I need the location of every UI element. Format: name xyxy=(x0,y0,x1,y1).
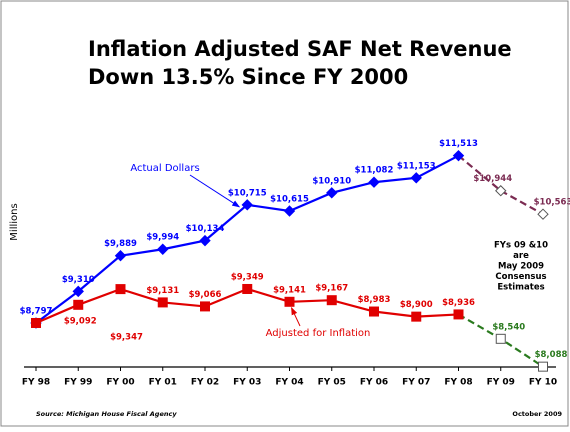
point xyxy=(157,243,169,255)
point xyxy=(284,296,295,307)
data-label: $11,082 xyxy=(355,166,394,176)
x-tick-label: FY 01 xyxy=(149,378,177,388)
source: Source: Michigan House Fiscal Agency xyxy=(36,410,177,418)
x-tick-label: FY 05 xyxy=(318,378,346,388)
date: October 2009 xyxy=(512,410,562,418)
x-tick-label: FY 04 xyxy=(275,378,303,388)
data-label: $9,066 xyxy=(189,290,222,300)
data-label: $9,310 xyxy=(62,275,95,285)
point xyxy=(31,317,41,328)
data-label: $10,134 xyxy=(186,224,225,234)
x-tick-label: FY 08 xyxy=(444,378,472,388)
data-label: $9,349 xyxy=(231,272,264,282)
data-label: $11,153 xyxy=(397,161,436,171)
arrow xyxy=(189,174,241,208)
chart-title: Down 13.5% Since FY 2000 xyxy=(88,65,408,89)
series-name: Adjusted for Inflation xyxy=(266,328,371,339)
point xyxy=(115,284,126,295)
point xyxy=(157,297,168,308)
point xyxy=(326,295,337,306)
point xyxy=(368,176,380,188)
point xyxy=(199,234,211,247)
x-tick-label: FY 06 xyxy=(360,378,388,388)
x-tick-label: FY 07 xyxy=(402,378,430,388)
x-tick-label: FY 02 xyxy=(191,378,219,388)
data-label: $8,797 xyxy=(20,306,53,316)
data-label: $10,563 xyxy=(534,198,570,208)
x-tick-label: FY 00 xyxy=(106,378,134,388)
data-label: $9,167 xyxy=(315,284,348,294)
point xyxy=(114,250,127,262)
x-tick-label: FY 10 xyxy=(529,378,557,388)
x-tick-label: FY 99 xyxy=(64,378,92,388)
point xyxy=(242,283,253,294)
point xyxy=(283,205,296,217)
data-label: $8,936 xyxy=(442,298,475,308)
data-label: $8,088 xyxy=(535,350,568,360)
point xyxy=(410,172,422,184)
data-label: $8,900 xyxy=(400,300,433,310)
series-name: Actual Dollars xyxy=(130,163,199,174)
x-tick-label: FY 03 xyxy=(233,378,261,388)
point xyxy=(495,333,506,344)
x-tick-label: FY 98 xyxy=(22,378,50,388)
data-label: $9,347 xyxy=(110,333,143,343)
data-label: $8,540 xyxy=(492,322,525,332)
data-label: $10,715 xyxy=(228,188,267,198)
chart-title: Inflation Adjusted SAF Net Revenue xyxy=(88,37,512,61)
y-axis-label: Millions xyxy=(9,203,20,240)
annotation: FYs 09 &10 xyxy=(494,241,548,251)
data-label: $11,513 xyxy=(439,139,478,149)
annotation: May 2009 xyxy=(498,262,544,272)
point xyxy=(452,149,465,162)
point xyxy=(537,208,549,220)
point xyxy=(241,199,253,211)
data-label: $8,983 xyxy=(358,295,391,305)
data-label: $10,944 xyxy=(473,174,512,184)
data-label: $10,615 xyxy=(270,194,309,204)
data-label: $9,141 xyxy=(273,285,306,295)
annotation: Consensus xyxy=(495,272,546,282)
x-tick-label: FY 09 xyxy=(487,378,515,388)
point xyxy=(369,306,379,317)
point xyxy=(495,185,507,197)
data-label: $9,889 xyxy=(104,239,137,249)
data-label: $9,131 xyxy=(146,286,179,296)
annotation: are xyxy=(513,251,529,261)
point xyxy=(538,361,548,372)
arrow xyxy=(291,306,301,327)
data-label: $10,910 xyxy=(312,176,351,186)
point xyxy=(73,299,84,310)
point xyxy=(411,311,422,322)
point xyxy=(453,309,464,320)
data-label: $9,994 xyxy=(146,233,179,243)
data-label: $9,092 xyxy=(64,316,97,326)
annotation: Estimates xyxy=(497,283,544,293)
point xyxy=(200,301,210,312)
point xyxy=(72,285,84,298)
point xyxy=(326,187,338,199)
